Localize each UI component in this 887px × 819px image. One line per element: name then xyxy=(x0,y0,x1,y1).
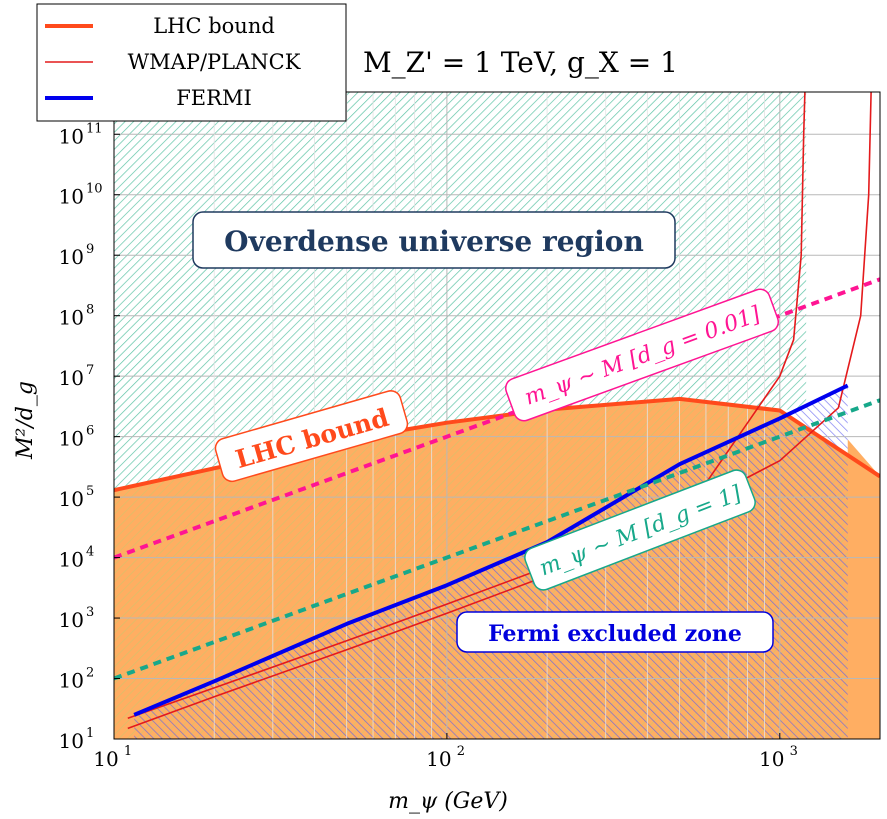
fermi-label: Fermi excluded zone xyxy=(488,621,742,647)
legend-label: FERMI xyxy=(176,86,252,110)
y-tick-label: 10 xyxy=(59,487,84,511)
y-tick-label: 10 xyxy=(59,245,84,269)
fermi-label-box xyxy=(456,611,774,653)
y-tick-exponent: 4 xyxy=(86,545,94,560)
dg-001-label-box xyxy=(504,288,780,422)
dg-1-label-box xyxy=(524,469,756,591)
chart-title: M_Z' = 1 TeV, g_X = 1 xyxy=(363,46,678,79)
dashed-line-dg-1 xyxy=(114,398,880,681)
y-tick-label: 10 xyxy=(59,548,84,572)
y-tick-exponent: 7 xyxy=(86,363,94,378)
y-tick-exponent: 1 xyxy=(86,726,94,741)
x-tick-label: 10 xyxy=(93,747,118,771)
y-tick-label: 10 xyxy=(59,669,84,693)
lhc-label-box xyxy=(214,390,409,483)
y-tick-exponent: 11 xyxy=(86,121,103,136)
plot-frame xyxy=(113,91,881,740)
y-tick-exponent: 3 xyxy=(86,605,94,620)
legend: LHC bound WMAP/PLANCK FERMI xyxy=(36,3,347,122)
legend-label: LHC bound xyxy=(153,14,275,38)
overdense-label: Overdense universe region xyxy=(224,225,644,258)
overdense-label-box xyxy=(192,211,676,269)
x-tick-exponent: 2 xyxy=(457,744,465,759)
overdense-region xyxy=(114,92,807,491)
y-axis-label: M²/d_g xyxy=(13,381,38,460)
y-tick-exponent: 9 xyxy=(86,242,94,257)
y-tick-exponent: 6 xyxy=(86,424,94,439)
y-tick-label: 10 xyxy=(59,427,84,451)
y-tick-exponent: 8 xyxy=(86,303,94,318)
x-tick-exponent: 3 xyxy=(790,744,798,759)
y-tick-label: 10 xyxy=(59,185,84,209)
x-ticks: 10 1 10 2 10 3 xyxy=(93,733,798,771)
x-tick-label: 10 xyxy=(759,747,784,771)
y-tick-label: 10 xyxy=(59,306,84,330)
x-tick-label: 10 xyxy=(426,747,451,771)
y-tick-label: 10 xyxy=(59,124,84,148)
legend-label: WMAP/PLANCK xyxy=(128,50,301,74)
x-axis-label: m_ψ (GeV) xyxy=(388,789,508,814)
lhc-excluded-solid-region xyxy=(847,439,880,739)
y-tick-exponent: 2 xyxy=(86,666,94,681)
y-tick-exponent: 5 xyxy=(86,484,94,499)
y-tick-label: 10 xyxy=(59,608,84,632)
y-tick-label: 10 xyxy=(59,366,84,390)
x-tick-exponent: 1 xyxy=(124,744,132,759)
y-tick-exponent: 10 xyxy=(86,182,103,197)
y-tick-label: 10 xyxy=(59,729,84,753)
fermi-line xyxy=(133,383,849,717)
